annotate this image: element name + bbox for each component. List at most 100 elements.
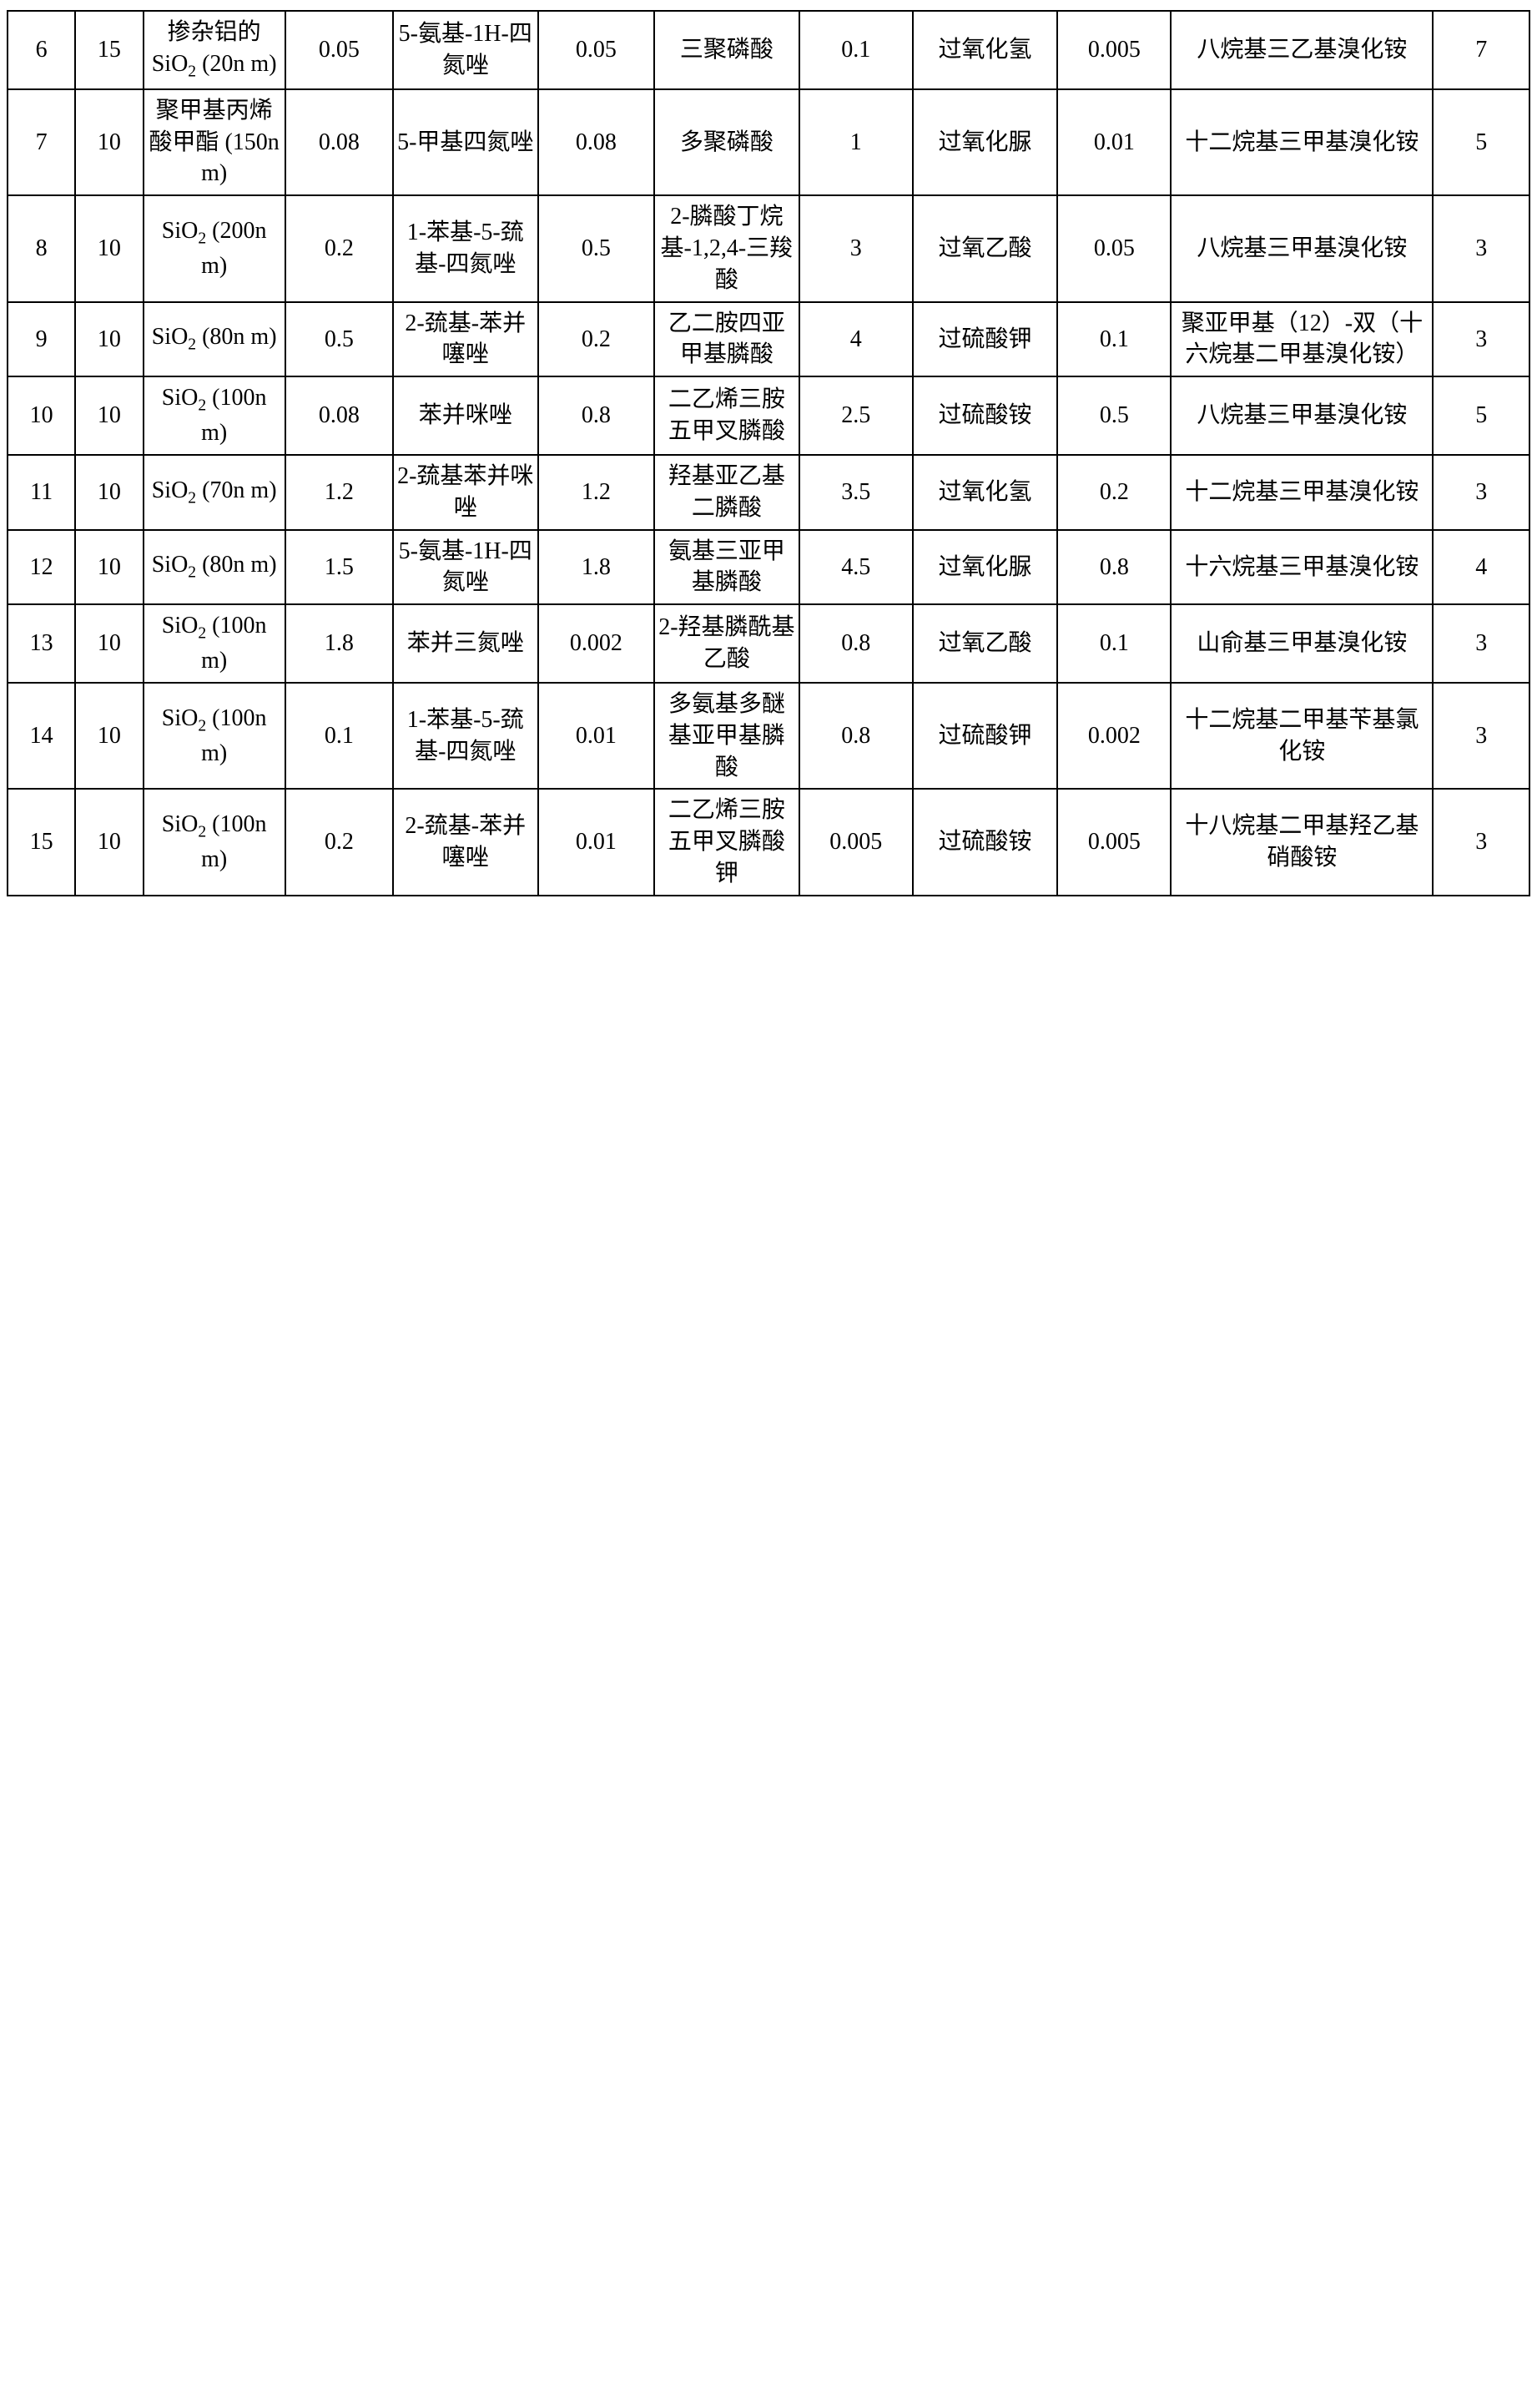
col-k: 3 bbox=[1433, 302, 1529, 377]
col-compound-h: 过氧乙酸 bbox=[913, 195, 1058, 301]
table-row: 1210SiO2 (80n m)1.55-氨基-1H-四氮唑1.8氨基三亚甲基膦… bbox=[8, 530, 1529, 605]
col-e: 0.2 bbox=[538, 302, 654, 377]
col-compound-f: 氨基三亚甲基膦酸 bbox=[654, 530, 799, 605]
col-e: 0.05 bbox=[538, 11, 654, 89]
col-compound-f: 2-羟基膦酰基乙酸 bbox=[654, 604, 799, 683]
col-g: 0.8 bbox=[799, 604, 913, 683]
row-id: 13 bbox=[8, 604, 75, 683]
col-compound-d: 5-氨基-1H-四氮唑 bbox=[393, 11, 538, 89]
col-k: 3 bbox=[1433, 683, 1529, 789]
col-e: 0.08 bbox=[538, 89, 654, 195]
table-row: 910SiO2 (80n m)0.52-巯基-苯并噻唑0.2乙二胺四亚甲基膦酸4… bbox=[8, 302, 1529, 377]
col-a: 10 bbox=[75, 376, 143, 455]
col-compound-f: 二乙烯三胺五甲叉膦酸 bbox=[654, 376, 799, 455]
col-g: 3 bbox=[799, 195, 913, 301]
col-i: 0.1 bbox=[1057, 302, 1171, 377]
table-row: 1510SiO2 (100n m)0.22-巯基-苯并噻唑0.01二乙烯三胺五甲… bbox=[8, 789, 1529, 895]
row-id: 14 bbox=[8, 683, 75, 789]
col-compound-j: 十二烷基三甲基溴化铵 bbox=[1171, 89, 1433, 195]
col-compound-j: 十六烷基三甲基溴化铵 bbox=[1171, 530, 1433, 605]
col-c: 0.08 bbox=[285, 376, 393, 455]
row-id: 6 bbox=[8, 11, 75, 89]
col-e: 1.2 bbox=[538, 455, 654, 530]
col-material: SiO2 (80n m) bbox=[144, 302, 285, 377]
table-row: 1110SiO2 (70n m)1.22-巯基苯并咪唑1.2羟基亚乙基二膦酸3.… bbox=[8, 455, 1529, 530]
row-id: 12 bbox=[8, 530, 75, 605]
col-i: 0.1 bbox=[1057, 604, 1171, 683]
col-material: SiO2 (100n m) bbox=[144, 604, 285, 683]
col-c: 0.05 bbox=[285, 11, 393, 89]
col-a: 10 bbox=[75, 683, 143, 789]
col-material: 掺杂铝的SiO2 (20n m) bbox=[144, 11, 285, 89]
col-compound-d: 1-苯基-5-巯基-四氮唑 bbox=[393, 683, 538, 789]
col-compound-d: 5-氨基-1H-四氮唑 bbox=[393, 530, 538, 605]
col-g: 1 bbox=[799, 89, 913, 195]
col-compound-j: 十二烷基三甲基溴化铵 bbox=[1171, 455, 1433, 530]
col-material: SiO2 (200n m) bbox=[144, 195, 285, 301]
col-compound-f: 二乙烯三胺五甲叉膦酸钾 bbox=[654, 789, 799, 895]
col-c: 0.2 bbox=[285, 195, 393, 301]
col-c: 1.5 bbox=[285, 530, 393, 605]
col-g: 4.5 bbox=[799, 530, 913, 605]
col-compound-h: 过硫酸铵 bbox=[913, 789, 1058, 895]
col-compound-j: 八烷基三甲基溴化铵 bbox=[1171, 376, 1433, 455]
col-material: SiO2 (100n m) bbox=[144, 376, 285, 455]
col-g: 2.5 bbox=[799, 376, 913, 455]
table-row: 1010SiO2 (100n m)0.08苯并咪唑0.8二乙烯三胺五甲叉膦酸2.… bbox=[8, 376, 1529, 455]
col-a: 10 bbox=[75, 604, 143, 683]
col-i: 0.5 bbox=[1057, 376, 1171, 455]
col-i: 0.2 bbox=[1057, 455, 1171, 530]
col-compound-d: 2-巯基-苯并噻唑 bbox=[393, 789, 538, 895]
data-table: 615掺杂铝的SiO2 (20n m)0.055-氨基-1H-四氮唑0.05三聚… bbox=[7, 10, 1530, 896]
table-row: 1410SiO2 (100n m)0.11-苯基-5-巯基-四氮唑0.01多氨基… bbox=[8, 683, 1529, 789]
col-compound-h: 过硫酸铵 bbox=[913, 376, 1058, 455]
col-c: 0.5 bbox=[285, 302, 393, 377]
row-id: 9 bbox=[8, 302, 75, 377]
row-id: 11 bbox=[8, 455, 75, 530]
row-id: 15 bbox=[8, 789, 75, 895]
table-row: 1310SiO2 (100n m)1.8苯并三氮唑0.0022-羟基膦酰基乙酸0… bbox=[8, 604, 1529, 683]
col-k: 5 bbox=[1433, 89, 1529, 195]
col-compound-f: 羟基亚乙基二膦酸 bbox=[654, 455, 799, 530]
col-a: 10 bbox=[75, 302, 143, 377]
col-compound-d: 1-苯基-5-巯基-四氮唑 bbox=[393, 195, 538, 301]
col-k: 3 bbox=[1433, 604, 1529, 683]
col-i: 0.05 bbox=[1057, 195, 1171, 301]
table-row: 710聚甲基丙烯酸甲酯 (150n m)0.085-甲基四氮唑0.08多聚磷酸1… bbox=[8, 89, 1529, 195]
col-compound-d: 5-甲基四氮唑 bbox=[393, 89, 538, 195]
row-id: 10 bbox=[8, 376, 75, 455]
col-i: 0.01 bbox=[1057, 89, 1171, 195]
col-compound-d: 苯并三氮唑 bbox=[393, 604, 538, 683]
table-row: 615掺杂铝的SiO2 (20n m)0.055-氨基-1H-四氮唑0.05三聚… bbox=[8, 11, 1529, 89]
col-material: SiO2 (100n m) bbox=[144, 789, 285, 895]
col-i: 0.002 bbox=[1057, 683, 1171, 789]
col-e: 0.5 bbox=[538, 195, 654, 301]
col-a: 10 bbox=[75, 789, 143, 895]
col-compound-j: 山俞基三甲基溴化铵 bbox=[1171, 604, 1433, 683]
col-g: 0.005 bbox=[799, 789, 913, 895]
col-material: SiO2 (80n m) bbox=[144, 530, 285, 605]
col-g: 0.8 bbox=[799, 683, 913, 789]
col-g: 0.1 bbox=[799, 11, 913, 89]
col-compound-j: 八烷基三乙基溴化铵 bbox=[1171, 11, 1433, 89]
col-g: 4 bbox=[799, 302, 913, 377]
col-e: 0.8 bbox=[538, 376, 654, 455]
col-c: 0.08 bbox=[285, 89, 393, 195]
col-k: 7 bbox=[1433, 11, 1529, 89]
col-a: 10 bbox=[75, 455, 143, 530]
col-a: 10 bbox=[75, 530, 143, 605]
col-k: 5 bbox=[1433, 376, 1529, 455]
col-compound-d: 苯并咪唑 bbox=[393, 376, 538, 455]
col-a: 10 bbox=[75, 195, 143, 301]
col-i: 0.005 bbox=[1057, 789, 1171, 895]
col-compound-h: 过氧化氢 bbox=[913, 11, 1058, 89]
col-compound-j: 聚亚甲基（12）-双（十六烷基二甲基溴化铵） bbox=[1171, 302, 1433, 377]
col-e: 1.8 bbox=[538, 530, 654, 605]
col-c: 1.8 bbox=[285, 604, 393, 683]
col-compound-h: 过氧化脲 bbox=[913, 89, 1058, 195]
col-compound-f: 多氨基多醚基亚甲基膦酸 bbox=[654, 683, 799, 789]
col-i: 0.8 bbox=[1057, 530, 1171, 605]
table-row: 810SiO2 (200n m)0.21-苯基-5-巯基-四氮唑0.52-膦酸丁… bbox=[8, 195, 1529, 301]
col-i: 0.005 bbox=[1057, 11, 1171, 89]
col-a: 10 bbox=[75, 89, 143, 195]
